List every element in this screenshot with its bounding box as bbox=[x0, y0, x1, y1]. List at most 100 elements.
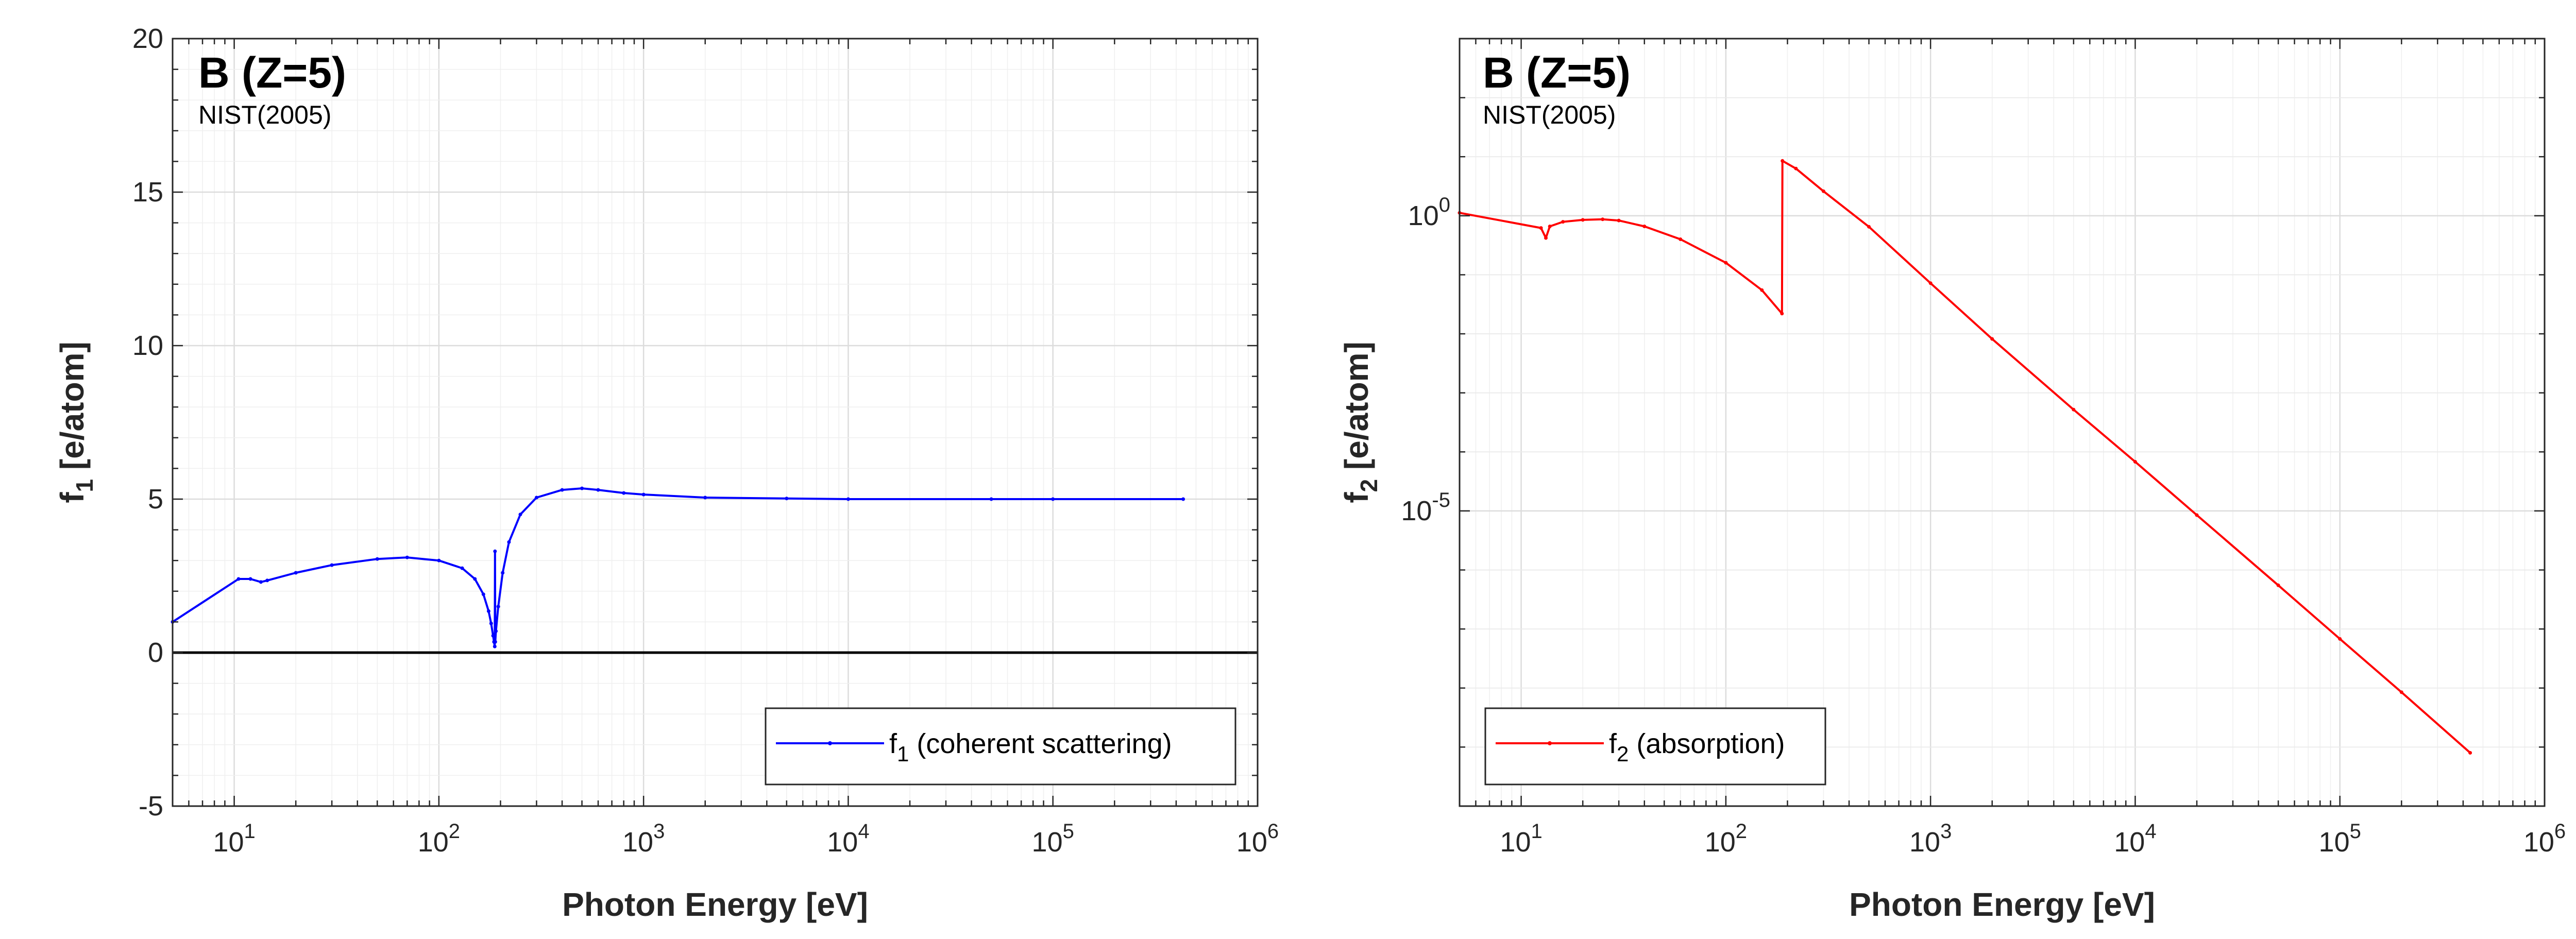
x-tick-label-f2: 105 bbox=[2319, 820, 2361, 858]
data-point-f1 bbox=[596, 488, 600, 492]
data-point-f2 bbox=[2338, 637, 2342, 641]
data-point-f1 bbox=[846, 497, 850, 501]
x-tick-label-base: 10 bbox=[1236, 827, 1267, 858]
data-point-f1 bbox=[1051, 497, 1055, 501]
y-axis-title-rest-f1: [e/atom] bbox=[54, 342, 91, 479]
x-tick-label-exp: 3 bbox=[1940, 820, 1952, 843]
x-tick-label-f1: 105 bbox=[1032, 820, 1074, 858]
data-point-f1 bbox=[989, 497, 993, 501]
x-tick-label-base: 10 bbox=[2319, 827, 2350, 858]
data-point-f2 bbox=[1539, 226, 1543, 230]
x-tick-label-f2: 102 bbox=[1705, 820, 1747, 858]
x-tick-label-f1: 103 bbox=[622, 820, 665, 858]
x-tick-label-exp: 6 bbox=[2554, 820, 2566, 843]
x-tick-label-exp: 2 bbox=[449, 820, 460, 843]
data-point-f2 bbox=[2072, 407, 2076, 412]
data-point-f2 bbox=[1679, 237, 1683, 241]
data-point-f1 bbox=[294, 571, 298, 575]
x-tick-label-f2: 103 bbox=[1909, 820, 1952, 858]
x-tick-label-base: 10 bbox=[213, 827, 244, 858]
x-tick-label-exp: 3 bbox=[653, 820, 665, 843]
legend-f1: f1 (coherent scattering) bbox=[765, 707, 1236, 786]
legend-label-f1: f1 (coherent scattering) bbox=[889, 728, 1172, 766]
legend-box-f2 bbox=[1484, 707, 1826, 786]
y-tick-label-base: 10 bbox=[1401, 496, 1432, 526]
y-axis-title-f2: f2 [e/atom] bbox=[1338, 342, 1382, 503]
chart-title-f2: B (Z=5) bbox=[1483, 48, 1631, 97]
x-tick-label-base: 10 bbox=[827, 827, 858, 858]
y-axis-title-sub-f1: 1 bbox=[71, 479, 98, 492]
y-axis-title-main-f2: f bbox=[1338, 492, 1375, 503]
ticks-f2 bbox=[1459, 38, 2545, 807]
x-tick-label-f2: 104 bbox=[2114, 820, 2156, 858]
x-tick-label-f1: 101 bbox=[213, 820, 255, 858]
data-point-f2 bbox=[1601, 217, 1605, 221]
y-tick-label-f1: 0 bbox=[148, 637, 163, 668]
legend-marker-f2 bbox=[1548, 741, 1552, 745]
legend-marker-f1 bbox=[828, 741, 832, 745]
data-point-f1 bbox=[501, 571, 505, 575]
data-point-f1 bbox=[493, 549, 497, 553]
x-tick-label-base: 10 bbox=[1909, 827, 1940, 858]
axes-box-f2 bbox=[1459, 38, 2546, 807]
data-point-f1 bbox=[518, 513, 522, 517]
legend-label-main-f2: f bbox=[1609, 728, 1617, 759]
data-point-f1 bbox=[491, 634, 495, 638]
y-tick-label-f1: -5 bbox=[139, 791, 163, 822]
data-point-f1 bbox=[405, 555, 409, 559]
gridlines-f1 bbox=[172, 38, 1259, 807]
data-point-f1 bbox=[580, 486, 584, 490]
data-point-f1 bbox=[493, 644, 497, 648]
data-point-f1 bbox=[437, 558, 441, 562]
x-tick-label-f1: 104 bbox=[827, 820, 869, 858]
x-tick-label-exp: 1 bbox=[244, 820, 256, 843]
data-point-f2 bbox=[2468, 751, 2472, 755]
y-tick-label-f1: 5 bbox=[148, 484, 163, 515]
data-point-f1 bbox=[622, 491, 626, 495]
legend-label-main-f1: f bbox=[889, 728, 897, 759]
data-point-f1 bbox=[489, 621, 493, 625]
legend-label-rest-f1: (coherent scattering) bbox=[909, 728, 1172, 759]
data-point-f2 bbox=[1548, 225, 1552, 228]
x-tick-label-f1: 106 bbox=[1236, 820, 1279, 858]
y-axis-title-sub-f2: 2 bbox=[1355, 479, 1382, 492]
data-point-f1 bbox=[560, 488, 564, 492]
y-tick-label-f1: 20 bbox=[132, 23, 163, 54]
data-point-f1 bbox=[473, 577, 477, 581]
data-point-f1 bbox=[460, 566, 464, 570]
data-point-f1 bbox=[265, 578, 269, 583]
x-tick-label-f1: 102 bbox=[418, 820, 460, 858]
data-point-f1 bbox=[496, 605, 500, 609]
y-tick-label-f1: 10 bbox=[132, 330, 163, 361]
data-point-f2 bbox=[2195, 513, 2199, 517]
x-tick-label-exp: 6 bbox=[1267, 820, 1279, 843]
legend-label-sub-f2: 2 bbox=[1617, 742, 1629, 766]
data-point-f1 bbox=[481, 592, 485, 596]
x-tick-label-f2: 101 bbox=[1500, 820, 1542, 858]
data-point-f2 bbox=[1821, 189, 1825, 193]
data-point-f1 bbox=[259, 580, 263, 584]
series-line-f2 bbox=[1459, 160, 2471, 754]
y-tick-label-base: 10 bbox=[1408, 200, 1439, 231]
x-axis-title-f1: Photon Energy [eV] bbox=[562, 886, 868, 923]
y-axis-title-rest-f2: [e/atom] bbox=[1338, 342, 1375, 479]
chart-title-f1: B (Z=5) bbox=[198, 48, 346, 97]
data-point-f1 bbox=[534, 496, 538, 500]
y-tick-label-f2: 100 bbox=[1408, 194, 1450, 231]
data-point-f2 bbox=[2276, 583, 2280, 587]
series-f2 bbox=[1458, 159, 2472, 755]
data-point-f2 bbox=[1760, 288, 1764, 292]
x-tick-labels-f1: 101 102 103 104 105 106 bbox=[213, 820, 1279, 858]
data-point-f2 bbox=[1561, 220, 1565, 224]
x-tick-label-base: 10 bbox=[1032, 827, 1063, 858]
data-point-f1 bbox=[703, 496, 707, 500]
data-point-f1 bbox=[493, 640, 497, 644]
chart-subtitle-f1: NIST(2005) bbox=[198, 100, 331, 129]
x-tick-label-exp: 4 bbox=[2145, 820, 2156, 843]
legend-label-f2: f2 (absorption) bbox=[1609, 728, 1785, 766]
axes-box-f1 bbox=[172, 38, 1259, 807]
x-tick-label-exp: 5 bbox=[2350, 820, 2361, 843]
